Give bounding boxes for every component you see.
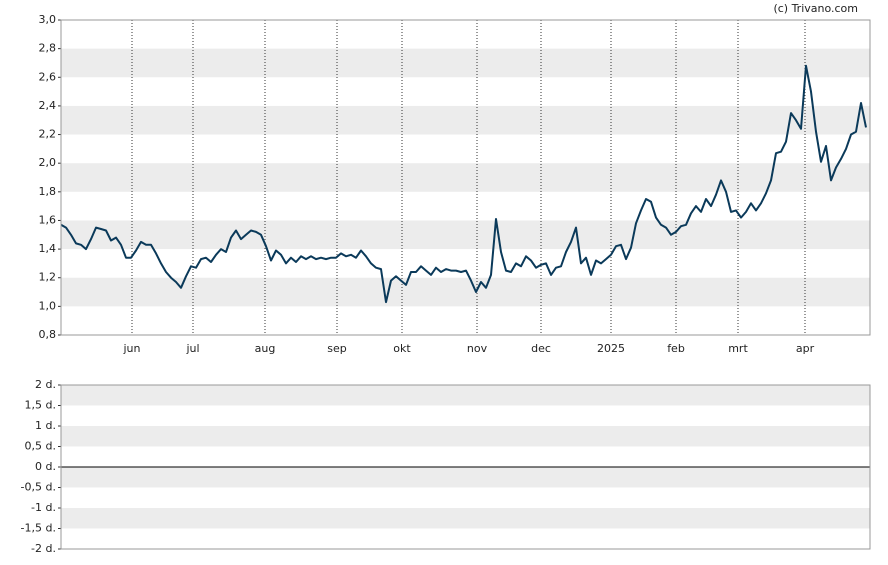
x-tick-label: jul bbox=[185, 342, 199, 355]
band bbox=[61, 277, 870, 307]
band bbox=[61, 385, 870, 406]
band bbox=[61, 163, 870, 192]
plot-frame bbox=[60, 384, 871, 550]
x-tick-label: mrt bbox=[728, 342, 748, 355]
band bbox=[61, 426, 870, 447]
y-tick-label: 1,0 bbox=[39, 299, 57, 312]
y-tick-label: 1,6 bbox=[39, 213, 57, 226]
y-tick-label: -2 d. bbox=[31, 542, 56, 555]
y-tick-label: -0,5 d. bbox=[21, 481, 56, 494]
y-tick-label: 1,8 bbox=[39, 185, 57, 198]
x-tick-label: 2025 bbox=[597, 342, 625, 355]
band bbox=[61, 508, 870, 529]
y-tick-label: 0 d. bbox=[35, 460, 56, 473]
band bbox=[61, 48, 870, 78]
x-tick-label: feb bbox=[667, 342, 685, 355]
x-tick-label: sep bbox=[327, 342, 346, 355]
y-tick-label: 1,5 d. bbox=[25, 399, 56, 412]
price-line bbox=[60, 64, 867, 304]
source: (c) Trivano.com bbox=[773, 2, 858, 15]
y-tick-label: 2,2 bbox=[39, 128, 57, 141]
band bbox=[61, 467, 870, 488]
y-tick-label: 0,8 bbox=[39, 328, 57, 341]
y-tick-label: 2,4 bbox=[39, 99, 57, 112]
x-tick-label: okt bbox=[393, 342, 411, 355]
x-tick-label: jun bbox=[123, 342, 141, 355]
y-tick-label: 0,5 d. bbox=[25, 440, 56, 453]
x-tick-label: dec bbox=[531, 342, 551, 355]
y-tick-label: -1,5 d. bbox=[21, 522, 56, 535]
band bbox=[61, 105, 870, 135]
y-tick-label: 2,0 bbox=[39, 156, 57, 169]
y-tick-label: 2,8 bbox=[39, 42, 57, 55]
x-tick-label: nov bbox=[467, 342, 488, 355]
band bbox=[61, 220, 870, 250]
y-tick-label: 1 d. bbox=[35, 419, 56, 432]
plot-frame bbox=[60, 19, 871, 336]
y-tick-label: 3,0 bbox=[39, 13, 57, 26]
y-tick-label: 1,2 bbox=[39, 271, 57, 284]
y-tick-label: 1,4 bbox=[39, 242, 57, 255]
x-tick-label: apr bbox=[796, 342, 815, 355]
x-tick-label: aug bbox=[255, 342, 276, 355]
y-tick-label: 2,6 bbox=[39, 70, 57, 83]
y-tick-label: 2 d. bbox=[35, 378, 56, 391]
y-tick-label: -1 d. bbox=[31, 501, 56, 514]
